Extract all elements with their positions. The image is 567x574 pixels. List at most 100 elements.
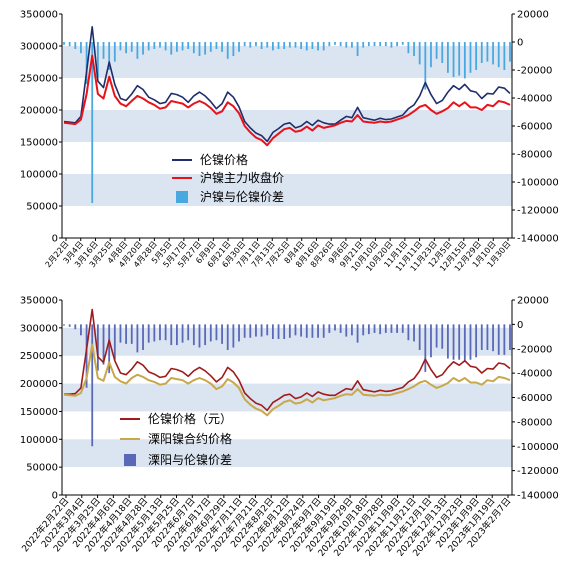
bar-mark (345, 324, 348, 337)
bar-mark (226, 324, 229, 350)
bar-mark (503, 324, 506, 355)
bar-mark (192, 42, 195, 54)
bar-mark (503, 42, 506, 70)
bar-mark (176, 42, 178, 52)
bar-mark (458, 42, 461, 76)
bar-mark (396, 324, 398, 333)
bar-mark (176, 324, 178, 346)
bar-mark (266, 42, 269, 48)
legend-label: 沪镍主力收盘价 (200, 170, 284, 185)
bar-mark (294, 42, 297, 48)
bar-mark (255, 324, 257, 337)
bar-mark (492, 324, 494, 352)
bar-mark (142, 324, 144, 350)
bar-mark (232, 324, 235, 348)
bar-mark (277, 324, 280, 339)
bar-mark (430, 324, 432, 358)
y-tick-label: 250000 (20, 351, 58, 362)
chart-panel-2: 0500001000001500002000002500003000003500… (19, 296, 559, 559)
bar-mark (170, 42, 173, 55)
bar-mark (367, 324, 370, 335)
bar-mark (91, 324, 94, 447)
bar-mark (362, 324, 365, 336)
bar-mark (130, 42, 133, 52)
bar-mark (390, 324, 393, 333)
bar-mark (373, 42, 376, 47)
y-tick-label: 200000 (20, 106, 58, 117)
bar-mark (215, 324, 218, 341)
bar-mark (509, 324, 511, 350)
bar-mark (170, 324, 173, 346)
bar-mark (102, 324, 105, 365)
bar-mark (413, 42, 415, 56)
bar-mark (322, 324, 325, 338)
bar-mark (142, 42, 144, 55)
chart-panel-1: 0500001000001500002000002500003000003500… (20, 10, 559, 274)
bar-mark (221, 324, 223, 344)
bar-mark (209, 42, 212, 52)
bar-mark (80, 324, 82, 336)
y2-tick-label: 0 (517, 320, 523, 331)
legend-label: 伦镍价格（元） (148, 411, 232, 426)
bar-mark (396, 42, 398, 47)
bar-mark (305, 324, 308, 338)
bar-mark (113, 42, 116, 62)
y2-tick-label: 0 (517, 38, 523, 49)
bar-mark (424, 324, 427, 372)
y2-tick-label: -140000 (517, 491, 559, 502)
bar-mark (446, 42, 449, 73)
bar-mark (63, 324, 65, 326)
bar-mark (215, 42, 218, 49)
bar-mark (390, 42, 393, 48)
bar-mark (249, 324, 252, 338)
bar-mark (384, 42, 387, 47)
bar-mark (181, 324, 184, 343)
bar-mark (509, 42, 511, 62)
bar-mark (300, 42, 303, 49)
series-line-1 (64, 308, 511, 412)
bar-mark (187, 42, 190, 49)
bar-mark (74, 324, 77, 330)
bar-mark (238, 42, 240, 52)
bar-mark (492, 42, 494, 65)
y2-tick-label: -120000 (517, 206, 559, 217)
bar-mark (311, 324, 314, 338)
background-band (62, 110, 512, 142)
bar-mark (435, 324, 438, 348)
bar-mark (96, 324, 99, 371)
bar-mark (317, 42, 319, 51)
bar-mark (232, 42, 235, 56)
bar-mark (407, 42, 410, 54)
bar-mark (322, 42, 325, 51)
y2-tick-label: -60000 (517, 122, 552, 133)
bar-mark (430, 42, 432, 68)
y-tick-label: 0 (52, 234, 58, 245)
bar-mark (497, 42, 500, 68)
y-tick-label: 50000 (26, 202, 58, 213)
bar-mark (328, 42, 331, 47)
bar-mark (469, 324, 472, 360)
bar-mark (305, 42, 308, 51)
bar-mark (334, 324, 336, 331)
series-line-2 (63, 343, 511, 417)
bar-mark (119, 42, 122, 51)
bar-mark (260, 42, 263, 49)
bar-mark (136, 42, 139, 59)
bar-mark (458, 324, 461, 360)
bar-mark (192, 324, 195, 346)
bar-mark (260, 324, 263, 337)
bar-mark (446, 324, 449, 359)
bar-mark (379, 324, 382, 335)
bar-mark (283, 42, 286, 49)
bar-mark (204, 324, 207, 346)
legend-swatch (124, 454, 136, 466)
y-tick-label: 250000 (20, 74, 58, 85)
y2-tick-label: -40000 (517, 94, 552, 105)
bar-mark (63, 42, 65, 45)
bar-mark (401, 42, 404, 45)
background-band (62, 439, 512, 468)
bar-mark (441, 42, 444, 63)
bar-mark (91, 42, 94, 203)
bar-mark (339, 324, 342, 333)
